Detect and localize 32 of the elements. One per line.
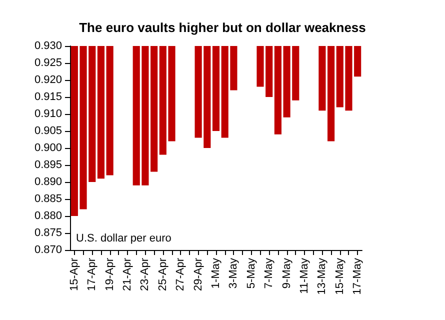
y-tick-label: 0.915 [34,91,62,103]
x-tick-label: 23-Apr [139,258,152,292]
y-tick-label: 0.930 [34,40,62,52]
y-tick-label: 0.870 [34,244,62,256]
x-tick-label: 17-May [352,258,364,295]
x-tick-label: 1-May [210,258,222,289]
y-tick-label: 0.890 [34,176,62,188]
x-tick-label: 29-Apr [192,258,204,292]
x-tick-label: 17-Apr [86,258,98,292]
x-tick-label: 7-May [263,258,276,289]
x-tick-label: 5-May [245,258,258,289]
x-tick-label: 25-Apr [156,258,169,292]
y-tick-label: 0.920 [34,74,62,86]
y-tick-label: 0.875 [34,227,62,239]
x-tick-label: 13-May [316,258,328,295]
x-tick-label: 27-Apr [174,258,187,292]
y-tick-label: 0.895 [34,159,62,171]
x-tick-label: 3-May [228,258,240,289]
annotation: U.S. dollar per euro [76,232,172,244]
y-tick-label: 0.925 [34,57,62,69]
x-tick-label: 9-May [280,258,293,289]
y-tick-label: 0.880 [34,210,62,222]
x-tick-label: 19-Apr [104,258,116,292]
x-tick-label: 21-Apr [122,258,134,292]
x-tick-label: 11-May [298,258,310,294]
y-tick-label: 0.910 [34,108,62,120]
chart-title: The euro vaults higher but on dollar weakness [79,20,366,35]
x-tick-label: 15-May [334,258,346,295]
x-tick-label: 15-Apr [68,258,80,292]
y-tick-label: 0.905 [34,125,62,137]
y-tick-label: 0.900 [34,142,62,154]
y-tick-label: 0.885 [34,193,62,205]
